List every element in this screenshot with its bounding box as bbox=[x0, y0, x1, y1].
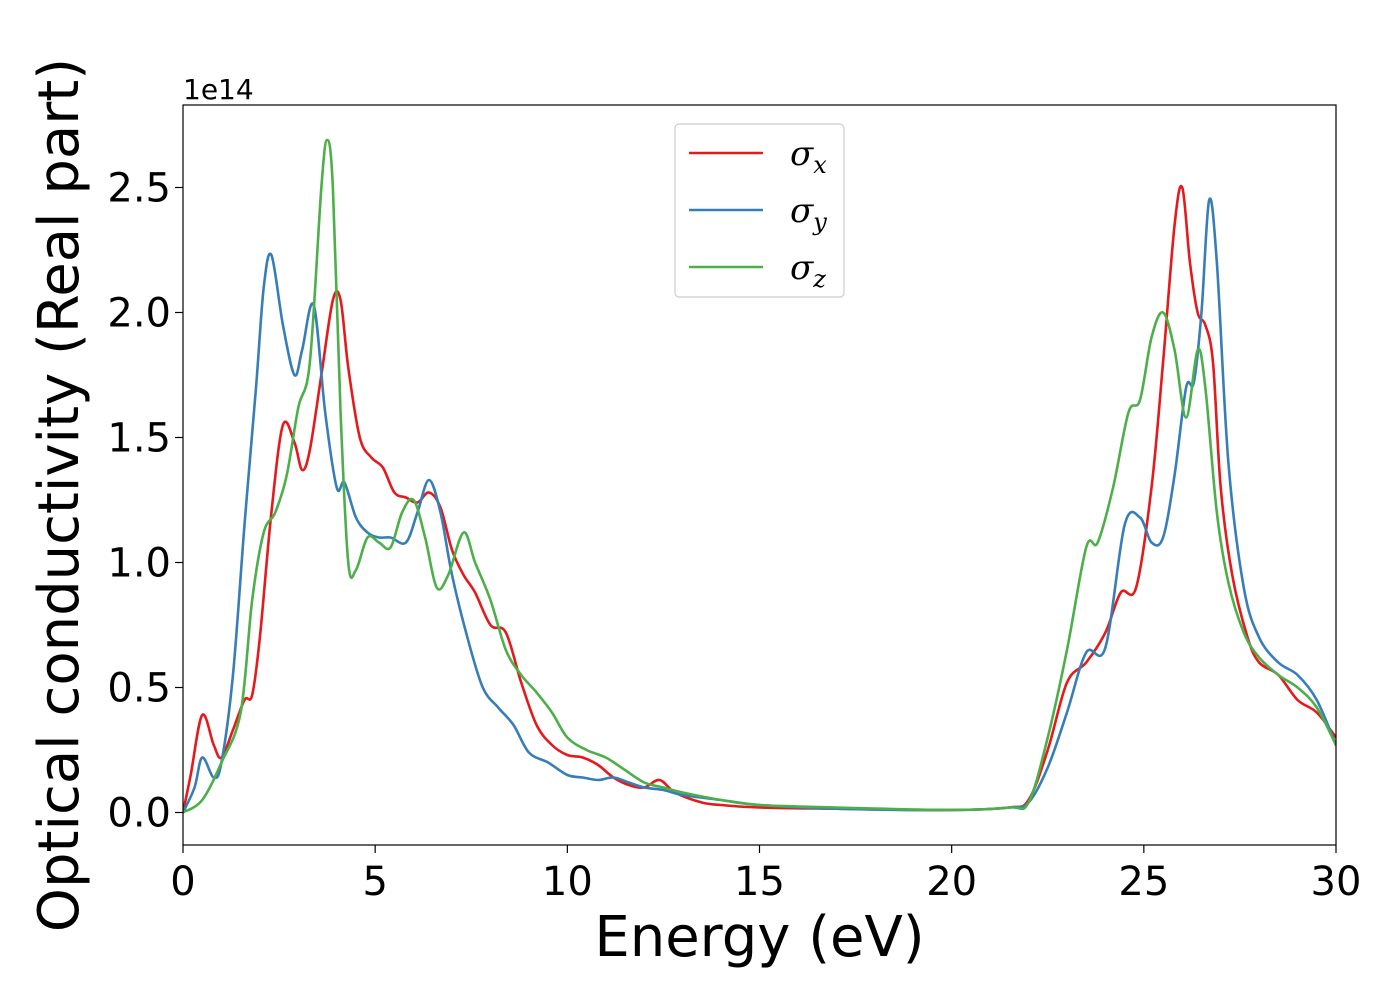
legend-symbol: σ bbox=[790, 134, 814, 174]
series-line-x bbox=[183, 184, 1336, 814]
y-tick-label: 0.0 bbox=[107, 791, 171, 837]
series-group bbox=[183, 138, 1336, 814]
y-tick-label: 1.5 bbox=[107, 416, 171, 462]
x-tick-label: 20 bbox=[926, 859, 977, 905]
legend-symbol: σ bbox=[790, 191, 814, 231]
x-tick-label: 30 bbox=[1311, 859, 1362, 905]
x-tick-label: 0 bbox=[170, 859, 195, 905]
legend-label: σy bbox=[790, 191, 827, 236]
x-tick-label: 25 bbox=[1118, 859, 1169, 905]
legend-symbol: σ bbox=[790, 248, 814, 288]
legend-label: σx bbox=[790, 134, 827, 179]
x-tick-label: 5 bbox=[362, 859, 387, 905]
series-layer bbox=[183, 138, 1336, 814]
legend-subscript: x bbox=[813, 151, 827, 179]
y-offset-label: 1e14 bbox=[183, 73, 254, 106]
legend-label: σz bbox=[790, 248, 826, 293]
x-axis-ticks: 0 5 10 15 20 25 30 bbox=[170, 845, 1361, 905]
y-tick-label: 0.5 bbox=[107, 666, 171, 712]
y-tick-label: 2.0 bbox=[107, 291, 171, 337]
x-tick-label: 15 bbox=[734, 859, 785, 905]
x-tick-label: 10 bbox=[542, 859, 593, 905]
y-tick-label: 2.5 bbox=[107, 166, 171, 212]
y-tick-label: 1.0 bbox=[107, 541, 171, 587]
legend-subscript: z bbox=[812, 265, 826, 293]
legend-subscript: y bbox=[812, 208, 827, 236]
series-line-z bbox=[183, 138, 1336, 814]
y-axis-title: Optical conductivity (Real part) bbox=[27, 58, 92, 932]
x-axis-title: Energy (eV) bbox=[594, 905, 924, 970]
y-axis-ticks: 0.0 0.5 1.0 1.5 2.0 2.5 bbox=[107, 166, 183, 837]
